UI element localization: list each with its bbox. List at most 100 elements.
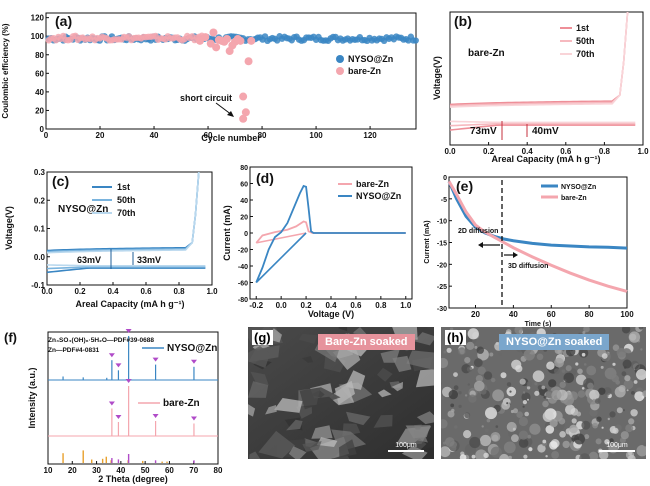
chart-b-xtick-label-4: 0.8 (599, 147, 611, 156)
chart-f-xtick-label-6: 70 (189, 466, 198, 475)
chart-f-xtick-label-3: 40 (116, 466, 125, 475)
sem-grain (519, 378, 526, 385)
sem-grain (441, 382, 443, 385)
chart-e-ylabel: Current (mA) (424, 220, 431, 263)
chart-c: 0.0 0.2 0.4 0.6 0.8 1.0 -0.1 0.0 0.1 0.2 0.3 Volta… (0, 160, 222, 310)
sem-grain (485, 407, 497, 420)
chart-a-ytick-label-3: 60 (35, 69, 44, 78)
sem-grain (447, 410, 455, 418)
chart-e-xtick-label-3: 80 (585, 310, 594, 319)
chart-f-marker-0-2 (125, 329, 132, 333)
sem-grain (523, 454, 528, 459)
sem-grain (489, 352, 494, 357)
chart-b-legend-2: 70th (576, 49, 595, 59)
sem-grain (633, 380, 638, 384)
sem-grain (441, 396, 445, 400)
sem-grain (512, 427, 516, 431)
chart-e-xtick-label-2: 60 (547, 310, 556, 319)
chart-d-series-0 (255, 220, 406, 244)
chart-a-legend-marker-1 (336, 67, 344, 75)
sem-flake (427, 327, 434, 331)
chart-a-point-1-67 (209, 28, 218, 37)
sem-grain (526, 386, 531, 390)
sem-flake (373, 414, 393, 428)
chart-e-panel-label: (e) (456, 178, 473, 194)
sem-grain (515, 365, 523, 373)
chart-e-ytick-label-2: -20 (437, 262, 447, 269)
sem-flake (331, 429, 367, 452)
chart-d-legend-1: NYSO@Zn (356, 191, 401, 201)
chart-f-marker-0-3 (152, 357, 159, 362)
sem-grain (527, 398, 529, 401)
sem-grain (549, 419, 558, 428)
chart-d-xtick-label-4: 0.6 (350, 301, 362, 310)
sem-grain (464, 357, 471, 364)
chart-f-marker-0-1 (115, 363, 122, 368)
sem-grain (551, 390, 562, 401)
chart-c-xtick-label-0: 0.0 (41, 287, 53, 296)
chart-e-legend-1: bare-Zn (561, 195, 587, 202)
chart-c-ytick-label-0: -0.1 (31, 281, 45, 290)
sem-grain (545, 390, 554, 399)
chart-b-annotation-0: 73mV (470, 126, 497, 137)
sem-grain (518, 416, 528, 427)
sem-grain (511, 434, 519, 443)
sem-flake (406, 350, 434, 370)
sem-tag-h: NYSO@Zn soaked (499, 334, 610, 350)
sem-image-bare-zn: Bare-Zn soaked (g) 100μm (248, 327, 434, 459)
sem-grain (523, 349, 535, 361)
sem-grain (453, 385, 459, 391)
chart-e-ytick-label-3: -15 (437, 241, 447, 248)
sem-grain (534, 390, 540, 396)
chart-a-ytick-label-0: 0 (40, 125, 45, 134)
chart-a-point-1-68 (212, 43, 221, 52)
sem-grain (549, 441, 558, 450)
sem-grain (612, 362, 616, 366)
sem-flake (329, 384, 355, 406)
sem-flake (258, 430, 296, 459)
sem-grain (611, 374, 619, 383)
sem-grain (583, 327, 590, 333)
sem-grain (559, 431, 566, 438)
sem-grain (467, 328, 479, 340)
chart-d-return-1 (255, 232, 307, 284)
sem-grain (464, 412, 471, 419)
chart-c-ytick-label-3: 0.2 (34, 196, 46, 205)
sem-grain (631, 391, 635, 395)
chart-b-xtick-label-2: 0.4 (522, 147, 534, 156)
chart-f-xtick-label-2: 30 (92, 466, 101, 475)
sem-grain (490, 446, 502, 458)
sem-grain (618, 385, 626, 393)
chart-a-annotation-arrowhead (227, 111, 234, 117)
chart-e-annotation-1: 3D diffusion (508, 263, 548, 270)
sem-grain (518, 430, 529, 440)
sem-grain (582, 331, 586, 334)
sem-grain (450, 403, 455, 408)
chart-b: 0.0 0.2 0.4 0.6 0.8 1.0 Voltage(V) Areal Capa… (430, 0, 650, 165)
chart-f-xtick-label-7: 80 (214, 466, 223, 475)
sem-grain (473, 358, 483, 368)
sem-grain (589, 389, 600, 401)
chart-f-marker-1-2 (125, 379, 132, 383)
chart-a-legend-label-0: NYSO@Zn (348, 54, 393, 64)
chart-c-annotation-1: 33mV (137, 255, 161, 265)
chart-f-marker-0-0 (108, 353, 115, 358)
chart-d-ytick-label-5: 20 (240, 215, 248, 222)
sem-grain (516, 411, 523, 418)
chart-a-xtick-label-1: 20 (96, 131, 105, 140)
sem-tag-g: Bare-Zn soaked (318, 334, 415, 350)
sem-grain (475, 375, 483, 383)
chart-d-xtick-label-0: -0.2 (249, 301, 263, 310)
chart-a-point-1-78 (239, 92, 248, 101)
chart-a-frame (45, 12, 417, 130)
sem-grain (479, 434, 492, 447)
chart-e-ytick-label-1: -25 (437, 284, 447, 291)
sem-grain (484, 428, 489, 433)
chart-b-charge-curve-1 (449, 11, 629, 107)
chart-f-xtick-label-1: 20 (68, 466, 77, 475)
chart-f-svg: 10 20 30 40 50 60 70 80 Intensity (a.u.) 2 Thet… (4, 329, 223, 484)
sem-flake (416, 411, 434, 425)
chart-f-marker-1-3 (152, 414, 159, 418)
sem-grain (499, 453, 510, 459)
sem-flake (338, 327, 348, 332)
